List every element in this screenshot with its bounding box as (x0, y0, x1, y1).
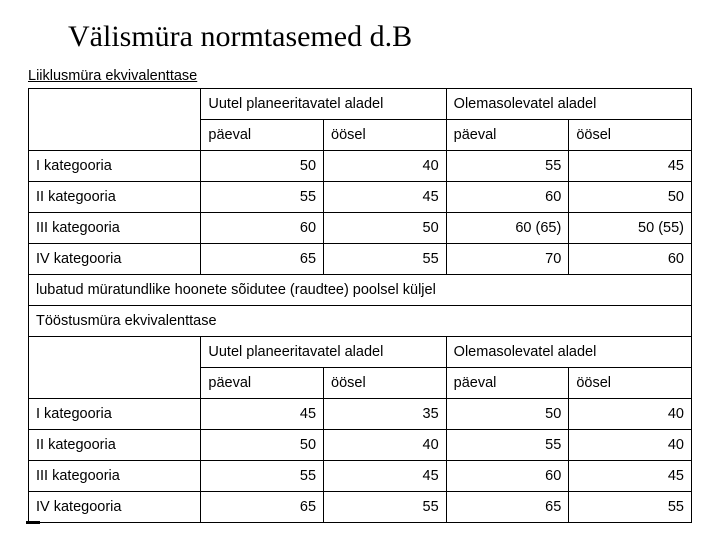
cell: 60 (569, 244, 692, 275)
row-label: III kategooria (29, 461, 201, 492)
cell: 60 (201, 213, 324, 244)
table-row: III kategooria 55 45 60 45 (29, 461, 692, 492)
table-row: IV kategooria 65 55 70 60 (29, 244, 692, 275)
col-subheader: päeval (201, 368, 324, 399)
col-subheader: päeval (446, 368, 569, 399)
cell: 65 (446, 492, 569, 523)
cell: 50 (201, 151, 324, 182)
cell: 45 (324, 182, 447, 213)
col-subheader: päeval (201, 120, 324, 151)
cell: 40 (569, 430, 692, 461)
note-row: lubatud müratundlike hoonete sõidutee (r… (29, 275, 692, 306)
table-row: Uutel planeeritavatel aladel Olemasoleva… (29, 337, 692, 368)
table-row: II kategooria 55 45 60 50 (29, 182, 692, 213)
row-label: II kategooria (29, 430, 201, 461)
cell: 60 (446, 461, 569, 492)
cell: 50 (324, 213, 447, 244)
cell: 50 (201, 430, 324, 461)
cell: 55 (446, 151, 569, 182)
cell: 55 (569, 492, 692, 523)
col-header: Uutel planeeritavatel aladel (201, 337, 446, 368)
cell: 55 (201, 461, 324, 492)
cell: 45 (324, 461, 447, 492)
col-header: Olemasolevatel aladel (446, 337, 691, 368)
row-label: IV kategooria (29, 244, 201, 275)
table-row: lubatud müratundlike hoonete sõidutee (r… (29, 275, 692, 306)
table-traffic-noise: Uutel planeeritavatel aladel Olemasoleva… (28, 88, 692, 523)
col-subheader: öösel (324, 120, 447, 151)
cell: 40 (569, 399, 692, 430)
cell: 60 (446, 182, 569, 213)
cell: 45 (569, 151, 692, 182)
row-label: III kategooria (29, 213, 201, 244)
page-title: Välismüra normtasemed d.B (68, 20, 692, 54)
col-header: Olemasolevatel aladel (446, 89, 691, 120)
cell: 35 (324, 399, 447, 430)
section2-label: Tööstusmüra ekvivalenttase (29, 306, 692, 337)
cell: 65 (201, 244, 324, 275)
row-label: I kategooria (29, 399, 201, 430)
table-row: Tööstusmüra ekvivalenttase (29, 306, 692, 337)
cell: 50 (55) (569, 213, 692, 244)
table-row: II kategooria 50 40 55 40 (29, 430, 692, 461)
col-subheader: öösel (569, 120, 692, 151)
table-row: Uutel planeeritavatel aladel Olemasoleva… (29, 89, 692, 120)
row-label: II kategooria (29, 182, 201, 213)
cell: 60 (65) (446, 213, 569, 244)
col-subheader: öösel (324, 368, 447, 399)
table-row: I kategooria 50 40 55 45 (29, 151, 692, 182)
cell: 45 (201, 399, 324, 430)
cell: 55 (324, 244, 447, 275)
cell: 40 (324, 151, 447, 182)
cell: 65 (201, 492, 324, 523)
table-row: III kategooria 60 50 60 (65) 50 (55) (29, 213, 692, 244)
row-label: IV kategooria (29, 492, 201, 523)
table-row: I kategooria 45 35 50 40 (29, 399, 692, 430)
cell: 45 (569, 461, 692, 492)
footer-mark (26, 521, 40, 524)
cell: 55 (201, 182, 324, 213)
cell: 55 (324, 492, 447, 523)
col-subheader: päeval (446, 120, 569, 151)
col-subheader: öösel (569, 368, 692, 399)
section1-label: Liiklusmüra ekvivalenttase (28, 68, 692, 84)
cell: 40 (324, 430, 447, 461)
row-label: I kategooria (29, 151, 201, 182)
col-header: Uutel planeeritavatel aladel (201, 89, 446, 120)
cell: 50 (446, 399, 569, 430)
cell: 50 (569, 182, 692, 213)
table-row: IV kategooria 65 55 65 55 (29, 492, 692, 523)
cell: 70 (446, 244, 569, 275)
cell: 55 (446, 430, 569, 461)
